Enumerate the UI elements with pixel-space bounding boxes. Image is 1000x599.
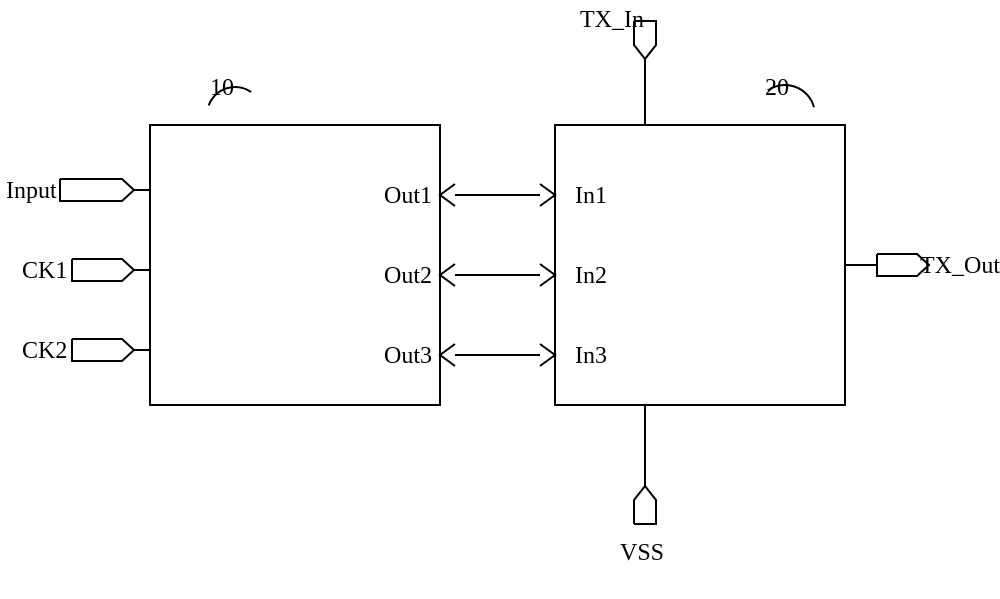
label-CK1: CK1 [22, 258, 67, 284]
port-marker [440, 184, 455, 206]
label-Out1: Out1 [384, 183, 432, 209]
port-marker [540, 184, 555, 206]
label-Input: Input [6, 178, 57, 204]
label-Out2: Out2 [384, 263, 432, 289]
label-CK2: CK2 [22, 338, 67, 364]
label-In3: In3 [575, 343, 607, 369]
block-diagram: 10InputCK1CK2Out1Out2Out320In1In2In3TX_O… [0, 0, 1000, 599]
label-In2: In2 [575, 263, 607, 289]
port-marker [440, 264, 455, 286]
label-In1: In1 [575, 183, 607, 209]
port-marker [440, 344, 455, 366]
port-marker [540, 264, 555, 286]
signal-tag [72, 259, 134, 281]
signal-tag [634, 486, 656, 524]
signal-tag [72, 339, 134, 361]
label-Out3: Out3 [384, 343, 432, 369]
signal-tag [60, 179, 134, 201]
block-20-label: 20 [765, 75, 789, 101]
port-marker [540, 344, 555, 366]
label-TX_Out: TX_Out [920, 253, 1000, 279]
label-VSS: VSS [620, 540, 664, 566]
